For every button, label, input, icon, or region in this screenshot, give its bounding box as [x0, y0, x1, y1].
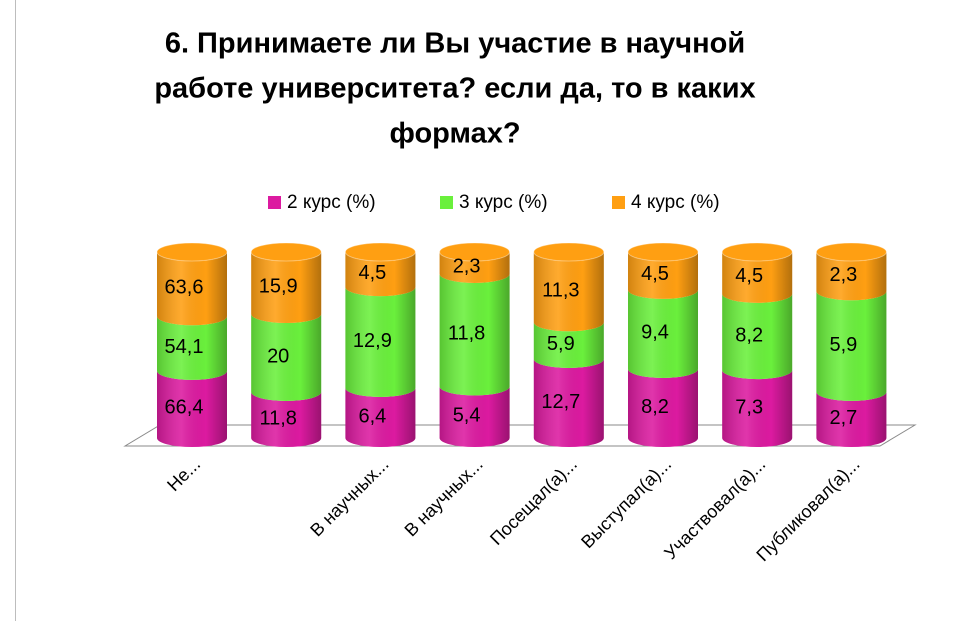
data-label: 8,2	[735, 324, 763, 346]
cylinder-shade	[628, 368, 698, 447]
cylinder-shade	[628, 289, 698, 378]
legend-label: 3 курс (%)	[459, 192, 548, 213]
data-label: 8,2	[641, 396, 669, 418]
data-label: 2,7	[829, 407, 857, 429]
cylinder-shade	[816, 291, 887, 401]
data-label: 9,4	[641, 322, 669, 344]
cylinder-shade	[533, 358, 604, 447]
cylinder-shade	[345, 387, 416, 447]
cylinder-shade	[157, 370, 227, 447]
floor	[123, 424, 917, 447]
legend-label: 4 курс (%)	[631, 192, 720, 213]
cylinder-top	[721, 242, 793, 262]
data-label: 4,5	[641, 263, 669, 285]
data-label: 5,9	[547, 333, 575, 355]
x-tick-label: В научных...	[306, 454, 392, 540]
data-label: 5,4	[453, 405, 481, 427]
cylinder-shade	[816, 252, 887, 301]
x-tick-label: Участвовал(а)...	[660, 454, 769, 563]
cylinder-top	[250, 242, 322, 262]
chart-title: формах?	[389, 118, 520, 150]
chart-frame	[15, 0, 16, 621]
chart-title: 6. Принимаете ли Вы участие в научной	[165, 28, 745, 60]
data-label: 5,9	[829, 334, 857, 356]
cylinder-shade	[157, 316, 227, 380]
data-label: 11,3	[542, 279, 579, 301]
cylinder-shade	[533, 322, 604, 368]
x-tick-label: Выступал(а)...	[577, 454, 675, 552]
cylinder-shade	[533, 252, 604, 332]
cylinder-shade	[157, 252, 227, 326]
data-label: 12,7	[541, 391, 580, 413]
data-label: 12,9	[353, 330, 392, 352]
legend-swatch	[268, 196, 281, 209]
data-label: 66,4	[165, 397, 204, 419]
cylinder-shade	[722, 370, 793, 447]
cylinder-shade	[251, 391, 322, 447]
chart-title: работе университета? если да, то в каких	[154, 73, 755, 105]
x-tick-label: В научных...	[401, 454, 487, 540]
data-label: 6,4	[358, 405, 386, 427]
data-label: 63,6	[165, 276, 204, 298]
cylinder-shade	[628, 252, 698, 299]
cylinder-shade	[345, 252, 416, 297]
cylinder-shade	[439, 252, 510, 283]
cylinder-shade	[722, 252, 793, 303]
cylinder-top	[439, 242, 511, 262]
data-label: 4,5	[735, 265, 763, 287]
data-label: 11,8	[448, 322, 485, 344]
legend-swatch	[440, 196, 453, 209]
cylinder-top	[344, 242, 416, 262]
cylinder-shade	[251, 252, 322, 323]
cylinder-shade	[439, 273, 510, 396]
cylinder-top	[533, 242, 605, 262]
cylinder-shade	[345, 287, 416, 397]
legend-label: 2 курс (%)	[287, 192, 376, 213]
data-label: 7,3	[735, 396, 763, 418]
cylinder-shade	[722, 293, 793, 380]
x-tick-label: Публиковал(а)...	[752, 454, 863, 565]
x-tick-label: Не...	[163, 454, 204, 495]
x-tick-label: Посещал(а)...	[486, 454, 581, 549]
data-label: 4,5	[358, 262, 386, 284]
data-label: 20	[267, 345, 289, 367]
data-label: 15,9	[259, 275, 298, 297]
cylinder-shade	[251, 314, 322, 401]
cylinder-shade	[439, 386, 510, 447]
legend-swatch	[612, 196, 625, 209]
data-label: 2,3	[453, 255, 481, 277]
cylinder-top	[627, 242, 699, 262]
data-label: 2,3	[829, 264, 857, 286]
cylinder-top	[156, 242, 228, 262]
cylinder-shade	[816, 391, 887, 447]
data-label: 54,1	[165, 336, 204, 358]
cylinder-top	[815, 242, 887, 262]
data-label: 11,8	[259, 407, 296, 429]
